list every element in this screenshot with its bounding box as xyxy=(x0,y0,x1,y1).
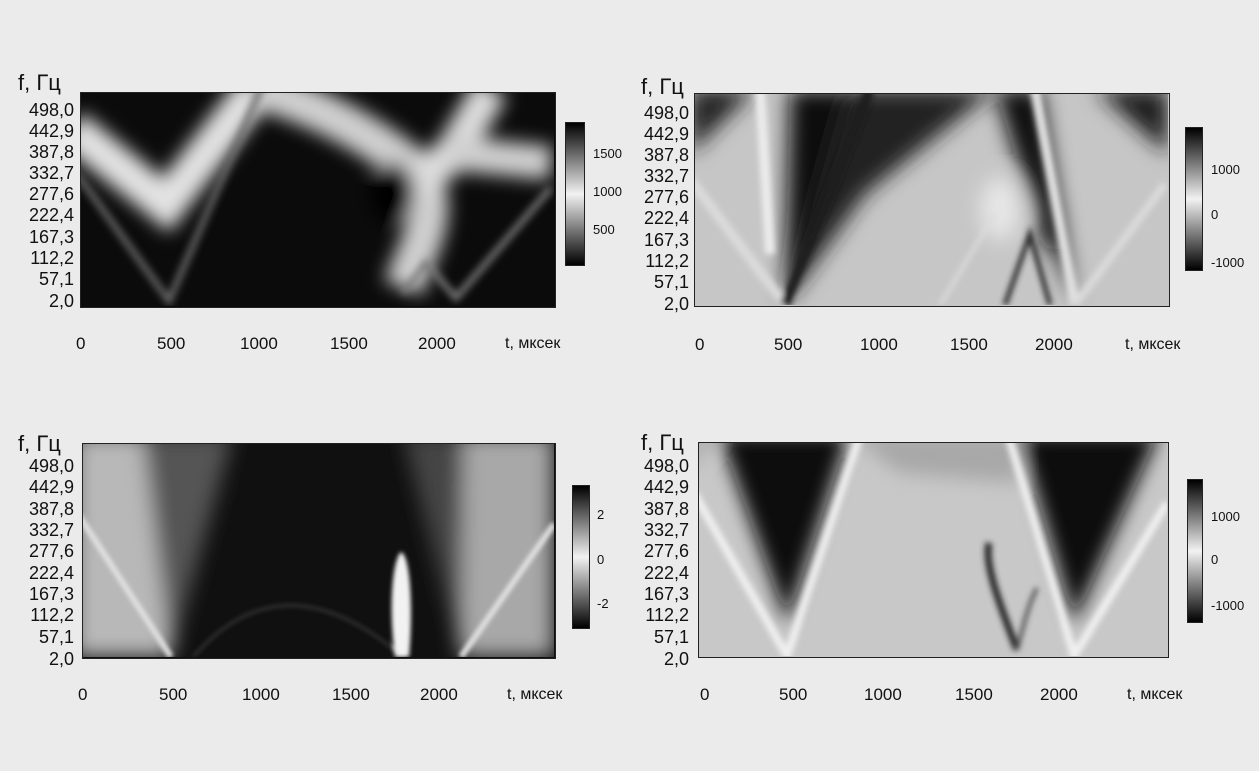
x-tick-label: 0 xyxy=(700,685,710,704)
colorbar-tick: 0 xyxy=(597,552,605,567)
y-tick-label: 498,0 xyxy=(28,100,74,120)
y-tick-label: 112,2 xyxy=(645,251,689,271)
y-tick-label: 387,8 xyxy=(643,499,689,519)
y-tick-label: 277,6 xyxy=(28,541,74,561)
y-tick-label: 332,7 xyxy=(28,163,74,183)
x-tick-label: 1000 xyxy=(242,685,280,704)
heatmap-plot xyxy=(82,443,556,659)
x-tick-label: 500 xyxy=(157,334,186,353)
y-tick-label: 112,2 xyxy=(645,605,689,625)
y-tick-label: 498,0 xyxy=(28,456,74,476)
y-tick-label: 498,0 xyxy=(643,103,689,123)
colorbar xyxy=(1185,127,1203,271)
x-tick-label: 1500 xyxy=(330,334,368,353)
y-tick-label: 498,0 xyxy=(643,456,689,476)
y-tick-label: 277,6 xyxy=(643,541,689,561)
x-tick-label: 2000 xyxy=(418,334,456,353)
heatmap-image xyxy=(81,93,554,306)
colorbar-tick: 1000 xyxy=(1211,509,1240,524)
colorbar xyxy=(1187,479,1203,623)
x-tick-label: 500 xyxy=(779,685,808,704)
y-tick-label: 112,2 xyxy=(30,605,74,625)
y-tick-label: 2,0 xyxy=(48,291,74,311)
y-tick-label: 277,6 xyxy=(643,187,689,207)
y-tick-label: 2,0 xyxy=(663,294,689,314)
colorbar-tick: 2 xyxy=(597,507,605,522)
y-tick-label: 57,1 xyxy=(38,269,74,289)
y-tick-label: 222,4 xyxy=(643,563,689,583)
x-tick-label: 500 xyxy=(774,335,803,354)
colorbar-tick: -1000 xyxy=(1211,255,1245,270)
colorbar-tick: 1500 xyxy=(593,146,622,161)
x-tick-label: 1500 xyxy=(955,685,993,704)
y-tick-label: 332,7 xyxy=(28,520,74,540)
x-tick-label: 1000 xyxy=(240,334,278,353)
heatmap-image xyxy=(83,444,554,657)
y-tick-label: 167,3 xyxy=(643,584,689,604)
y-axis-label: f, Гц xyxy=(18,70,61,95)
y-tick-label: 332,7 xyxy=(643,166,689,186)
x-axis-label: t, мксек xyxy=(1127,686,1183,703)
y-tick-label: 222,4 xyxy=(28,205,74,225)
heatmap-plot xyxy=(80,92,556,308)
y-tick-label: 222,4 xyxy=(28,563,74,583)
heatmap-image xyxy=(699,443,1167,656)
x-tick-label: 2000 xyxy=(1035,335,1073,354)
heatmap-plot xyxy=(698,442,1169,658)
colorbar-tick: 500 xyxy=(593,222,615,237)
y-tick-label: 112,2 xyxy=(30,248,74,268)
y-tick-label: 387,8 xyxy=(28,499,74,519)
y-axis-label: f, Гц xyxy=(641,430,684,455)
x-tick-label: 0 xyxy=(695,335,705,354)
x-tick-label: 2000 xyxy=(1040,685,1078,704)
y-tick-label: 387,8 xyxy=(28,142,74,162)
x-tick-label: 0 xyxy=(76,334,86,353)
y-tick-label: 442,9 xyxy=(643,124,689,144)
y-tick-label: 387,8 xyxy=(643,145,689,165)
y-tick-label: 442,9 xyxy=(28,121,74,141)
colorbar-tick: -1000 xyxy=(1211,598,1245,613)
heatmap-plot xyxy=(694,93,1170,307)
x-tick-label: 0 xyxy=(78,685,88,704)
y-axis-label: f, Гц xyxy=(641,74,684,99)
y-tick-label: 442,9 xyxy=(28,477,74,497)
colorbar-tick: 0 xyxy=(1211,207,1219,222)
y-tick-label: 2,0 xyxy=(48,649,74,669)
x-axis-label: t, мксек xyxy=(1125,336,1181,353)
y-tick-label: 332,7 xyxy=(643,520,689,540)
y-tick-label: 57,1 xyxy=(38,627,74,647)
x-tick-label: 1000 xyxy=(864,685,902,704)
y-axis-label: f, Гц xyxy=(18,431,61,456)
y-tick-label: 222,4 xyxy=(643,208,689,228)
colorbar xyxy=(572,485,590,629)
colorbar-tick: 0 xyxy=(1211,552,1219,567)
y-tick-label: 277,6 xyxy=(28,184,74,204)
y-tick-label: 57,1 xyxy=(653,272,689,292)
x-tick-label: 2000 xyxy=(420,685,458,704)
x-tick-label: 500 xyxy=(159,685,188,704)
colorbar-tick: 1000 xyxy=(1211,162,1240,177)
y-tick-label: 167,3 xyxy=(643,230,689,250)
colorbar-tick: -2 xyxy=(597,596,609,611)
colorbar xyxy=(565,122,585,266)
x-axis-label: t, мксек xyxy=(505,335,561,352)
x-axis-label: t, мксек xyxy=(507,686,563,703)
x-tick-label: 1000 xyxy=(860,335,898,354)
y-tick-label: 167,3 xyxy=(28,227,74,247)
y-tick-label: 57,1 xyxy=(653,627,689,647)
y-tick-label: 167,3 xyxy=(28,584,74,604)
y-tick-label: 442,9 xyxy=(643,477,689,497)
heatmap-image xyxy=(695,94,1168,305)
colorbar-tick: 1000 xyxy=(593,184,622,199)
x-tick-label: 1500 xyxy=(950,335,988,354)
y-tick-label: 2,0 xyxy=(663,649,689,669)
x-tick-label: 1500 xyxy=(332,685,370,704)
